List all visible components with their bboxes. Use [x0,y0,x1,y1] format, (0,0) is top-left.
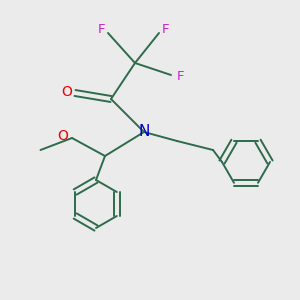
Text: F: F [162,23,169,36]
Text: O: O [58,130,68,143]
Text: F: F [98,23,105,36]
Text: F: F [176,70,184,83]
Text: O: O [61,85,72,98]
Text: N: N [138,124,150,140]
